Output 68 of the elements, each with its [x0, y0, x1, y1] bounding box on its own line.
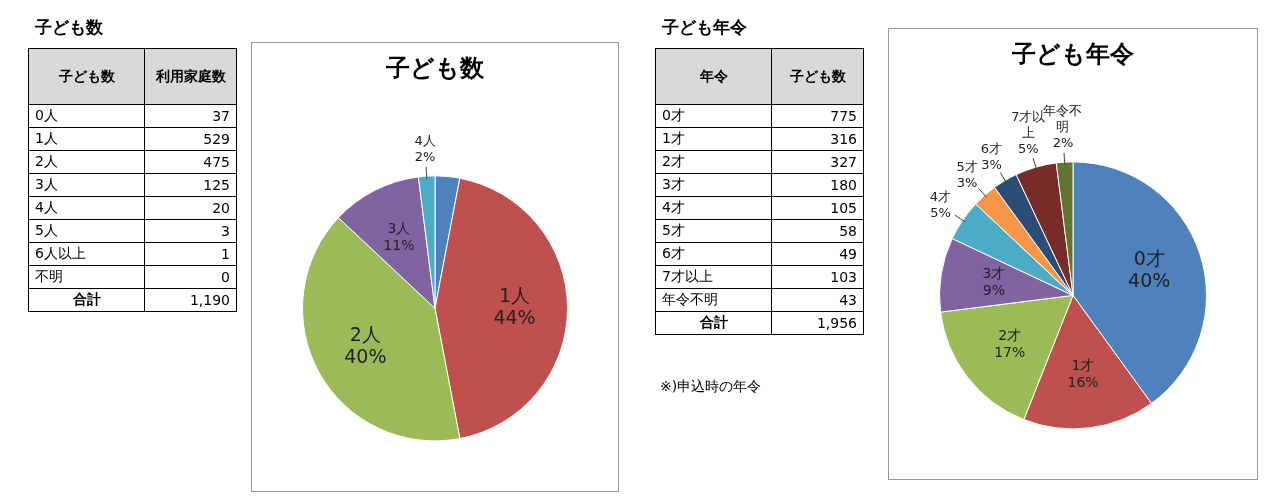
slice-label: 3人	[387, 219, 411, 236]
data-label: 17%	[994, 343, 1026, 360]
data-label: 2%	[1052, 134, 1074, 150]
data-label: 40%	[1128, 268, 1171, 291]
data-label: 316	[771, 127, 864, 151]
y-tick-label: 0才	[655, 104, 772, 128]
data-label: 2%	[414, 149, 436, 165]
y-tick-label: 7才以上	[655, 265, 772, 289]
data-label: 5%	[930, 204, 951, 220]
data-label: 3%	[981, 156, 1002, 172]
slice-label: 4才	[929, 188, 952, 204]
data-label: 20	[144, 196, 237, 220]
slice-label: 3才	[982, 265, 1006, 282]
data-label: 103	[771, 265, 864, 289]
data-label: 9%	[982, 282, 1005, 299]
y-tick-label: 6才	[655, 242, 772, 266]
y-tick-label: 0人	[28, 104, 145, 128]
y-tick-label: 5人	[28, 219, 145, 243]
data-label: 327	[771, 150, 864, 174]
slice-label: 4人	[414, 133, 436, 149]
text: 1,956	[771, 311, 864, 335]
data-label: 58	[771, 219, 864, 243]
y-tick-label: 3才	[655, 173, 772, 197]
slice-label: 1才	[1071, 357, 1095, 374]
data-label: 0	[144, 265, 237, 289]
slice-label: 5才	[956, 158, 978, 174]
data-label: 529	[144, 127, 237, 151]
y-axis-title: 年令	[655, 48, 772, 105]
y-tick-label: 4人	[28, 196, 145, 220]
data-label: 105	[771, 196, 864, 220]
chart-title: 子ども年令	[662, 16, 747, 39]
data-label: 3%	[956, 174, 978, 190]
y-tick-label: 4才	[655, 196, 772, 220]
slice-label: 6才	[980, 140, 1003, 156]
text: 合計	[655, 311, 772, 335]
y-tick-label: 1才	[655, 127, 772, 151]
text: 1,190	[144, 288, 237, 312]
y-axis-title: 子ども数	[35, 16, 103, 39]
y-tick-label: 2人	[28, 150, 145, 174]
data-label: 49	[771, 242, 864, 266]
y-tick-label: 1人	[28, 127, 145, 151]
y-tick-label: 不明	[28, 265, 145, 289]
text: ※)申込時の年令	[660, 378, 762, 396]
y-tick-label: 5才	[655, 219, 772, 243]
data-label: 44%	[493, 306, 536, 329]
x-tick-label: 利用家庭数	[144, 48, 237, 105]
chart-title: 子ども年令	[1011, 39, 1134, 68]
y-tick-label: 2才	[655, 150, 772, 174]
data-label: 125	[144, 173, 237, 197]
y-tick-label: 年令不明	[655, 288, 772, 312]
data-label: 775	[771, 104, 864, 128]
slice-label: 1人	[498, 284, 531, 307]
slice-label: 2人	[349, 322, 381, 345]
slice-label: 2才	[998, 326, 1022, 343]
text: 合計	[28, 288, 145, 312]
data-label: 3	[144, 219, 237, 243]
data-label: 43	[771, 288, 864, 312]
data-label: 16%	[1067, 374, 1099, 391]
data-label: 40%	[344, 344, 387, 367]
data-label: 37	[144, 104, 237, 128]
y-tick-label: 3人	[28, 173, 145, 197]
slice-label: 0才	[1133, 246, 1165, 269]
data-label: 11%	[383, 236, 415, 253]
data-label: 5%	[1017, 140, 1039, 156]
data-label: 1	[144, 242, 237, 266]
y-tick-label: 6人以上	[28, 242, 145, 266]
data-label: 180	[771, 173, 864, 197]
data-label: 475	[144, 150, 237, 174]
